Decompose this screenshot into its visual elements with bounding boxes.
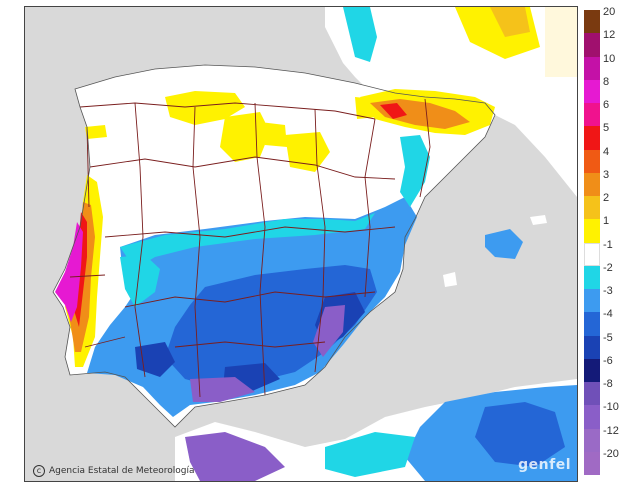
legend-label: -2 xyxy=(603,261,613,274)
legend-row: 3 xyxy=(584,169,624,196)
legend-label: -5 xyxy=(603,331,613,344)
legend-row: 2 xyxy=(584,192,624,220)
legend-row: -1 xyxy=(584,239,624,266)
watermark-logo: genfel xyxy=(518,457,571,473)
legend-row: -20 xyxy=(584,448,624,475)
legend-row: 4 xyxy=(584,146,624,173)
navy-patches xyxy=(135,292,365,392)
map-canvas xyxy=(25,7,577,481)
cyan-west xyxy=(120,255,160,307)
legend-row: 20 xyxy=(584,6,624,34)
legend-row: 8 xyxy=(584,76,624,103)
legend-row: 10 xyxy=(584,53,624,80)
legend-label: -8 xyxy=(603,378,613,390)
mallorca xyxy=(485,229,523,259)
legend-label: -20 xyxy=(603,447,619,460)
color-legend: 20 12 10 8 6 5 4 3 2 1 -1 -2 -3 -4 -5 -6 -8 -10 -12 -20 xyxy=(584,6,624,475)
legend-swatch xyxy=(584,265,600,289)
province-borders xyxy=(69,98,431,398)
legend-row: -4 xyxy=(584,308,624,336)
legend-swatch xyxy=(584,405,600,429)
legend-swatch xyxy=(584,172,600,196)
legend-label: 6 xyxy=(603,99,610,111)
legend-label: -4 xyxy=(603,308,613,321)
legend-row: 12 xyxy=(584,29,624,57)
credit-line: c Agencia Estatal de Meteorología xyxy=(33,465,195,477)
legend-label: -6 xyxy=(603,354,613,367)
legend-swatch xyxy=(584,219,600,243)
legend-row: -8 xyxy=(584,378,624,406)
legend-label: -10 xyxy=(603,401,619,414)
legend-row: -5 xyxy=(584,332,624,359)
legend-swatch xyxy=(584,79,600,103)
ibiza xyxy=(443,272,457,287)
legend-swatch xyxy=(584,451,600,475)
purple-patches xyxy=(190,305,345,402)
legend-swatch xyxy=(584,312,600,336)
legend-label: -3 xyxy=(603,285,613,297)
legend-row: -3 xyxy=(584,285,624,313)
menorca xyxy=(530,215,547,225)
legend-swatch xyxy=(584,289,600,313)
legend-swatch xyxy=(584,382,600,406)
legend-label: 10 xyxy=(603,52,616,65)
france-orange-patch xyxy=(490,7,530,37)
anomaly-map: c Agencia Estatal de Meteorología genfel xyxy=(24,6,578,482)
legend-swatch xyxy=(584,33,600,57)
legend-swatch xyxy=(584,103,600,127)
legend-row: -12 xyxy=(584,425,624,452)
legend-row: -10 xyxy=(584,401,624,429)
portugal-magenta-band xyxy=(55,222,83,322)
credit-text: Agencia Estatal de Meteorología xyxy=(49,466,195,476)
legend-row: 1 xyxy=(584,215,624,243)
legend-row: -2 xyxy=(584,262,624,289)
legend-label: 5 xyxy=(603,122,610,135)
legend-label: 8 xyxy=(603,75,610,88)
africa-dark xyxy=(475,402,565,467)
iberia-coastline xyxy=(52,64,496,428)
pyrenees-red xyxy=(380,103,407,119)
legend-label: -1 xyxy=(603,238,613,251)
legend-swatch xyxy=(584,56,600,80)
north-yellow-patches xyxy=(85,91,377,172)
legend-label: 2 xyxy=(603,192,610,204)
legend-swatch xyxy=(584,335,600,359)
legend-label: 4 xyxy=(603,145,610,158)
legend-swatch xyxy=(584,149,600,173)
legend-swatch xyxy=(584,358,600,382)
legend-swatch xyxy=(584,242,600,266)
legend-swatch xyxy=(584,428,600,452)
legend-label: 3 xyxy=(603,168,610,181)
legend-row: 5 xyxy=(584,122,624,150)
legend-swatch xyxy=(584,10,600,34)
legend-label: 20 xyxy=(603,6,616,18)
northeast-cyan xyxy=(400,135,430,207)
legend-label: 12 xyxy=(603,29,616,42)
france-cream-patch xyxy=(545,7,577,77)
copyright-icon: c xyxy=(33,465,45,477)
legend-label: 1 xyxy=(603,215,610,228)
africa-cyan xyxy=(325,432,415,477)
legend-row: -6 xyxy=(584,355,624,382)
africa-purple-west xyxy=(185,432,285,481)
legend-swatch xyxy=(584,196,600,220)
legend-swatch xyxy=(584,126,600,150)
dark-blue-core xyxy=(165,265,377,387)
legend-label: -12 xyxy=(603,424,619,437)
cyan-band xyxy=(120,213,375,269)
france-cyan-patch xyxy=(343,7,377,62)
legend-row: 6 xyxy=(584,99,624,127)
